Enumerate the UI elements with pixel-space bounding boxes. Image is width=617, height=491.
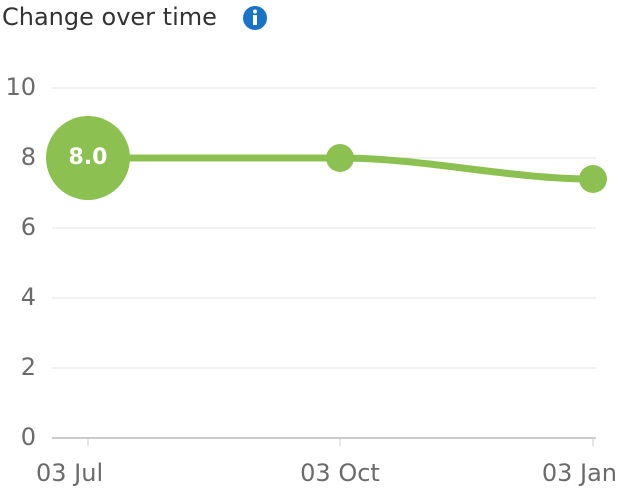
y-tick-label: 0	[21, 423, 36, 451]
y-tick-label: 8	[21, 143, 36, 171]
point	[46, 116, 130, 200]
y-tick-label: 4	[21, 283, 36, 311]
y-tick-label: 10	[5, 73, 36, 101]
info-icon[interactable]	[243, 6, 267, 30]
data-label: 8.0	[69, 145, 108, 170]
y-tick-label: 2	[21, 353, 36, 381]
chart-title: Change over time	[2, 3, 217, 31]
x-tick-label: 03 Jan	[542, 459, 617, 487]
x-tick-label: 03 Jul	[36, 459, 103, 487]
x-tick-label: 03 Oct	[300, 459, 380, 487]
point	[579, 165, 607, 193]
point	[326, 144, 354, 172]
y-tick-label: 6	[21, 213, 36, 241]
